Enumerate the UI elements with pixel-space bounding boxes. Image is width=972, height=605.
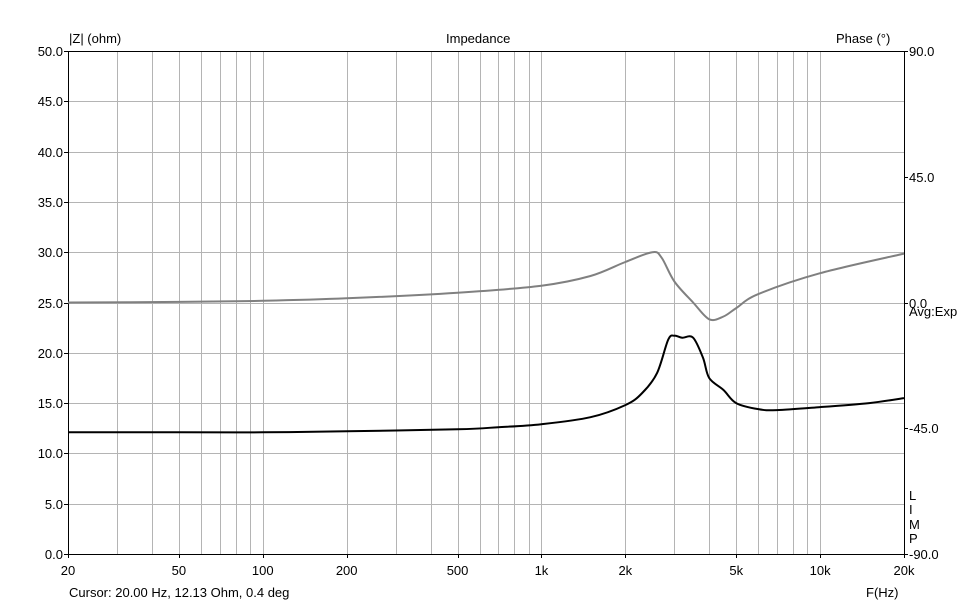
y-left-tick-label: 50.0	[37, 44, 63, 59]
lim-letter-p: P	[909, 531, 918, 546]
x-tick-label: 5k	[729, 563, 744, 578]
chart-title: Impedance	[446, 31, 511, 46]
x-axis-label: F(Hz)	[866, 585, 899, 600]
impedance-series-line	[68, 334, 905, 434]
lim-letter-i: I	[909, 502, 913, 517]
lim-letter-l: L	[909, 488, 917, 503]
y-right-tick-label: 90.0	[909, 44, 935, 59]
tick-marks	[64, 51, 908, 558]
y-left-tick-label: 45.0	[37, 94, 63, 110]
phase-series-line	[67, 251, 905, 322]
y-left-tick-label: 20.0	[37, 345, 63, 361]
x-tick-label: 100	[251, 563, 274, 578]
y-axis-left-label: |Z| (ohm)	[69, 31, 122, 46]
series-layer	[67, 251, 905, 434]
y-right-tick-label: -45.0	[909, 421, 939, 437]
y-left-tick-label: 10.0	[37, 446, 63, 462]
avg-label: Avg:Exp	[909, 304, 958, 319]
y-right-tick-label: -90.0	[909, 547, 939, 562]
grid-lines	[68, 51, 904, 554]
x-tick-label: 500	[446, 563, 469, 578]
x-tick-label: 200	[335, 563, 358, 578]
x-tick-label: 1k	[534, 563, 549, 578]
y-right-tick-label: 0.0	[909, 295, 928, 311]
x-tick-label: 20k	[893, 563, 915, 578]
x-tick-label: 20	[60, 563, 76, 578]
y-left-tick-label: 25.0	[37, 295, 63, 311]
y-right-tick-label: 45.0	[909, 169, 935, 185]
y-left-tick-label: 5.0	[44, 496, 63, 512]
y-left-tick-label: 0.0	[44, 547, 63, 562]
x-tick-label: 2k	[618, 563, 633, 578]
x-tick-label: 10k	[809, 563, 831, 578]
cursor-readout: Cursor: 20.00 Hz, 12.13 Ohm, 0.4 deg	[69, 585, 290, 600]
y-left-tick-label: 30.0	[37, 245, 63, 261]
x-tick-label: 50	[171, 563, 187, 578]
y-left-tick-label: 15.0	[37, 396, 63, 412]
y-left-tick-label: 40.0	[37, 144, 63, 160]
y-left-tick-label: 35.0	[37, 194, 63, 210]
y-axis-right-label: Phase (°)	[836, 31, 891, 46]
lim-letter-m: M	[909, 517, 920, 532]
